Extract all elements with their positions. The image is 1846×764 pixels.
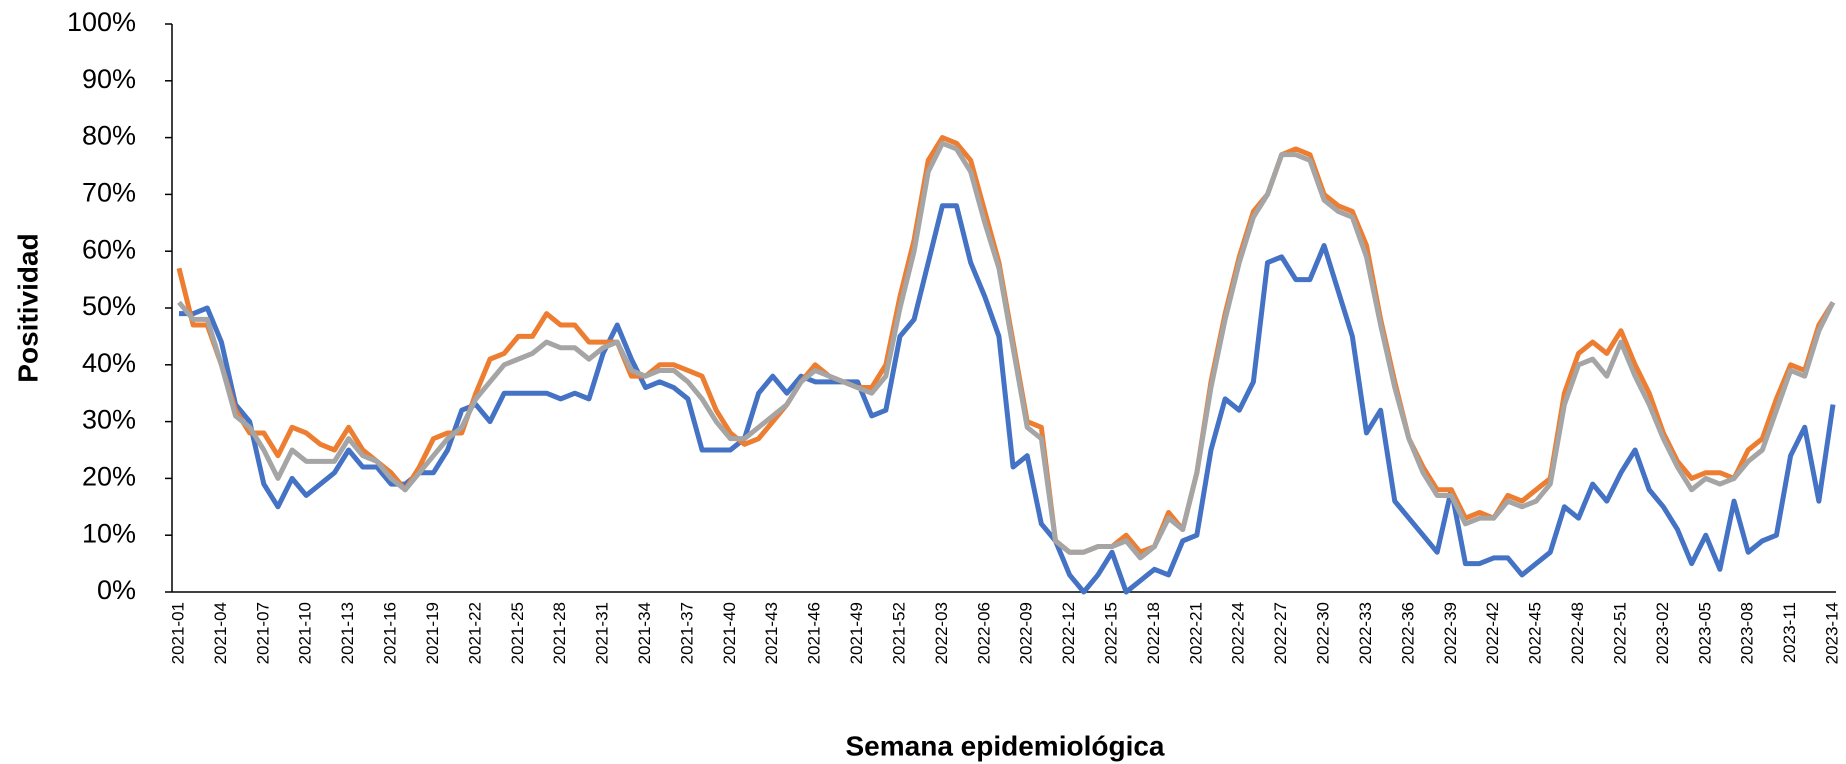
x-tick-label: 2021-16 <box>381 602 400 664</box>
x-tick-label: 2021-28 <box>550 602 569 664</box>
x-tick-label: 2022-33 <box>1356 602 1375 664</box>
x-tick-label: 2022-39 <box>1441 602 1460 664</box>
x-tick-label: 2022-36 <box>1398 602 1417 664</box>
x-tick-label: 2022-15 <box>1102 602 1121 664</box>
y-tick-label: 100% <box>67 7 136 37</box>
x-tick-label: 2023-02 <box>1653 602 1672 664</box>
x-axis-title: Semana epidemiológica <box>846 730 1165 761</box>
series-line <box>176 135 1836 555</box>
x-tick-label: 2021-46 <box>805 602 824 664</box>
y-tick-label: 70% <box>82 178 136 208</box>
x-tick-label: 2023-05 <box>1695 602 1714 664</box>
x-tick-label: 2021-07 <box>253 602 272 664</box>
x-tick-label: 2022-48 <box>1568 602 1587 664</box>
y-tick-label: 90% <box>82 64 136 94</box>
x-tick-label: 2021-22 <box>465 602 484 664</box>
x-tick-label: 2021-34 <box>635 602 654 664</box>
x-tick-label: 2022-06 <box>974 602 993 664</box>
x-tick-label: 2022-27 <box>1271 602 1290 664</box>
y-tick-label: 50% <box>82 291 136 321</box>
x-tick-label: 2021-19 <box>423 602 442 664</box>
x-tick-label: 2022-42 <box>1483 602 1502 664</box>
x-tick-label: 2021-04 <box>211 602 230 664</box>
y-tick-label: 60% <box>82 234 136 264</box>
x-tick-label: 2022-45 <box>1526 602 1545 664</box>
x-tick-label: 2021-49 <box>847 602 866 664</box>
x-tick-label: 2022-24 <box>1229 602 1248 664</box>
x-tick-label: 2021-31 <box>593 602 612 664</box>
x-tick-label: 2023-08 <box>1738 602 1757 664</box>
y-tick-label: 0% <box>97 575 136 605</box>
x-tick-label: 2022-12 <box>1059 602 1078 664</box>
y-tick-label: 30% <box>82 405 136 435</box>
x-tick-label: 2022-03 <box>932 602 951 664</box>
x-tick-label: 2021-13 <box>338 602 357 664</box>
x-tick-label: 2022-09 <box>1017 602 1036 664</box>
x-tick-label: 2022-18 <box>1144 602 1163 664</box>
x-tick-label: 2022-51 <box>1610 602 1629 664</box>
x-tick-label: 2021-25 <box>508 602 527 664</box>
series-line <box>177 140 1836 561</box>
series-line <box>179 203 1836 595</box>
x-tick-label: 2021-52 <box>889 602 908 664</box>
y-tick-label: 20% <box>82 462 136 492</box>
x-tick-label: 2022-30 <box>1314 602 1333 664</box>
y-axis-title: Positividad <box>12 233 43 382</box>
x-tick-label: 2023-14 <box>1822 602 1841 664</box>
x-tick-label: 2021-10 <box>296 602 315 664</box>
y-tick-label: 10% <box>82 518 136 548</box>
x-tick-label: 2021-01 <box>168 602 187 664</box>
x-tick-label: 2021-40 <box>720 602 739 664</box>
x-tick-label: 2021-37 <box>677 602 696 664</box>
x-tick-label: 2022-21 <box>1186 602 1205 664</box>
y-tick-label: 80% <box>82 121 136 151</box>
y-tick-label: 40% <box>82 348 136 378</box>
x-tick-label: 2023-11 <box>1780 602 1799 663</box>
x-tick-label: 2021-43 <box>762 602 781 664</box>
